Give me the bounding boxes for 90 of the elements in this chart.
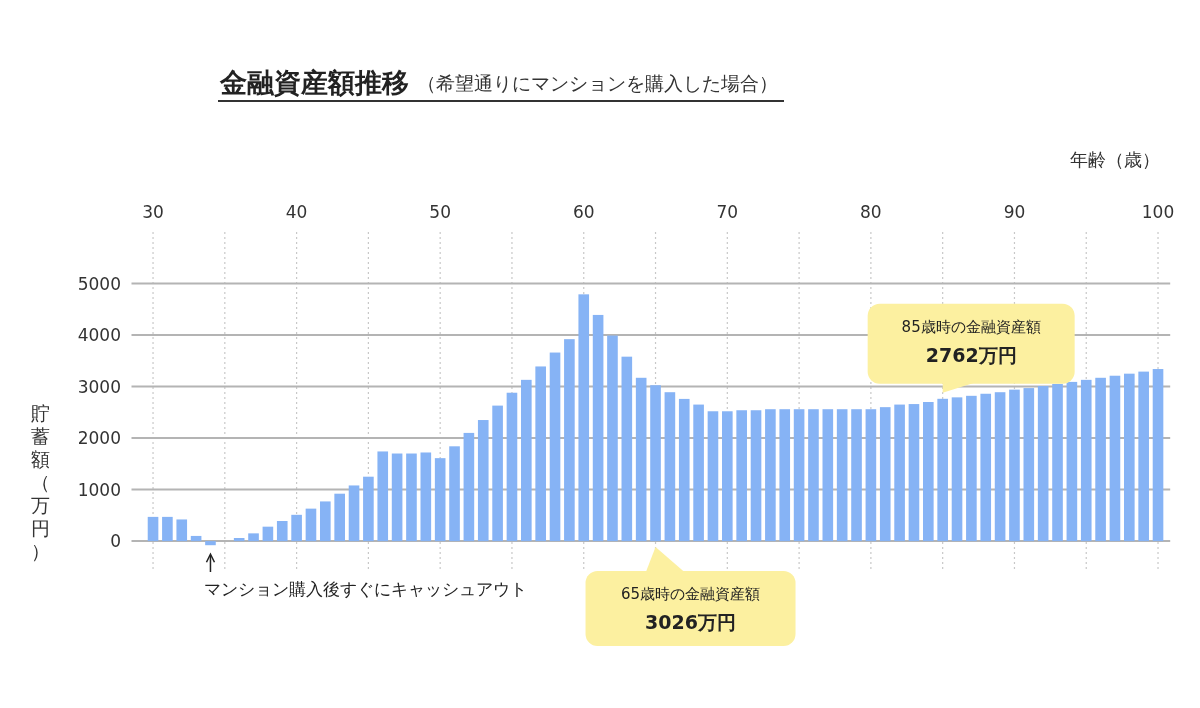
bar <box>1138 371 1149 542</box>
bar <box>535 366 546 542</box>
bar <box>923 402 934 542</box>
x-axis-title: 年齢（歳） <box>1070 149 1160 170</box>
x-tick-label: 100 <box>1141 202 1175 222</box>
bar <box>621 356 633 542</box>
bar <box>1009 389 1020 542</box>
bar <box>564 339 575 542</box>
bar <box>1080 379 1092 542</box>
bar <box>334 493 345 542</box>
bar <box>506 392 518 542</box>
bar <box>276 521 288 542</box>
bar <box>406 453 417 542</box>
bar <box>707 411 719 542</box>
bar <box>147 516 159 542</box>
bar <box>1124 373 1135 542</box>
bar <box>477 420 489 542</box>
bar <box>176 519 188 542</box>
bar <box>1095 377 1106 542</box>
bar <box>822 409 834 542</box>
bar <box>908 404 920 542</box>
bar <box>205 541 216 546</box>
bar <box>607 335 618 542</box>
bar <box>592 314 604 542</box>
bar <box>635 377 647 542</box>
bar <box>492 405 503 542</box>
x-tick-label: 40 <box>285 202 308 222</box>
bar <box>233 538 245 542</box>
bar <box>1066 381 1078 542</box>
bar <box>549 352 561 542</box>
bar <box>937 398 948 542</box>
x-tick-label: 50 <box>429 202 451 222</box>
x-tick-label: 60 <box>572 202 595 222</box>
bar <box>693 404 704 542</box>
bar <box>291 514 302 542</box>
bar <box>262 526 274 542</box>
bar <box>894 404 905 542</box>
annotation: 85歳時の金融資産額 2762万円 <box>901 317 1041 366</box>
bar <box>578 294 590 542</box>
bar <box>664 392 676 542</box>
bar <box>1052 383 1063 542</box>
x-tick-label: 70 <box>716 202 739 222</box>
y-tick-label: 3000 <box>77 376 121 397</box>
y-tick-label: 4000 <box>77 325 121 346</box>
x-tick-label: 80 <box>860 202 882 222</box>
bar <box>463 432 475 542</box>
bar <box>162 516 173 542</box>
bar <box>722 411 733 542</box>
bar <box>865 409 877 542</box>
bar <box>951 397 963 542</box>
bar <box>348 485 360 542</box>
bar <box>248 533 259 542</box>
y-tick-label: 0 <box>110 531 121 552</box>
y-tick-label: 5000 <box>77 273 121 294</box>
bar <box>793 409 805 542</box>
x-tick-label: 90 <box>1003 202 1026 222</box>
bar <box>363 476 374 542</box>
bar <box>765 409 776 542</box>
bar <box>521 379 532 542</box>
bar <box>851 409 862 542</box>
bar <box>650 385 661 542</box>
y-tick-label: 2000 <box>77 428 121 449</box>
bar <box>1152 369 1164 542</box>
bar <box>377 451 389 542</box>
annotation: 65歳時の金融資産額 3026万円 <box>620 585 761 634</box>
bar <box>736 410 747 542</box>
y-tick-label: 1000 <box>77 479 121 500</box>
bar <box>779 409 791 542</box>
bar <box>420 452 432 542</box>
y-axis-title: 貯蓄額（万円） <box>30 402 50 562</box>
bar <box>994 392 1006 542</box>
bar <box>808 409 819 542</box>
bar <box>190 535 202 542</box>
title: 金融資産額推移 <box>220 67 409 98</box>
bar <box>980 393 992 542</box>
bar <box>1109 375 1121 542</box>
bar <box>391 453 403 542</box>
annotation: マンション購入後すぐにキャッシュアウト <box>203 579 527 599</box>
bar <box>879 407 891 542</box>
bar <box>678 398 690 542</box>
bar <box>1023 388 1035 542</box>
bar <box>434 458 446 542</box>
bar <box>305 508 317 542</box>
bar <box>1037 386 1049 542</box>
chart-subtitle: （希望通りにマンションを購入した場合） <box>417 72 778 94</box>
bar <box>750 410 762 542</box>
bar <box>320 501 331 542</box>
x-tick-label: 30 <box>142 202 164 222</box>
bar <box>836 409 848 542</box>
bar <box>449 446 460 542</box>
